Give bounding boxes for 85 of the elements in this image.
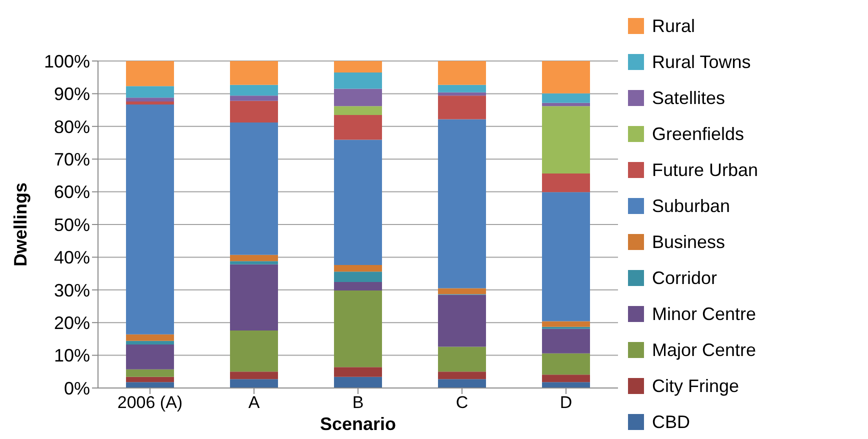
y-axis-title: Dwellings xyxy=(10,182,30,267)
bar xyxy=(230,254,278,262)
bar xyxy=(126,86,174,98)
bar xyxy=(438,92,486,96)
bar xyxy=(126,369,174,377)
legend-label: CBD xyxy=(652,412,690,432)
bar xyxy=(334,282,382,291)
bar xyxy=(438,346,486,372)
bar xyxy=(230,372,278,380)
bar xyxy=(334,61,382,72)
x-tick-label: 2006 (A) xyxy=(117,393,183,412)
bar xyxy=(334,272,382,282)
bar xyxy=(230,84,278,96)
bar xyxy=(334,140,382,266)
bar xyxy=(230,261,278,264)
legend-label: Rural Towns xyxy=(652,52,751,72)
x-tick-label: B xyxy=(352,393,364,412)
bar xyxy=(438,294,486,347)
legend-label: Major Centre xyxy=(652,340,756,360)
bar xyxy=(542,192,590,322)
bar xyxy=(334,72,382,89)
bar xyxy=(542,106,590,174)
bar xyxy=(126,61,174,86)
bar xyxy=(542,353,590,375)
bar xyxy=(542,321,590,327)
bar xyxy=(542,328,590,354)
x-tick-label: D xyxy=(560,393,572,412)
y-tick-label: 0% xyxy=(64,378,90,398)
bar xyxy=(334,290,382,368)
bar xyxy=(438,119,486,288)
bar xyxy=(230,264,278,330)
bar xyxy=(230,96,278,101)
y-tick-label: 40% xyxy=(54,248,90,268)
y-tick-label: 70% xyxy=(54,149,90,170)
bar xyxy=(230,122,278,255)
bar xyxy=(542,382,590,388)
y-tick-label: 80% xyxy=(54,116,90,137)
y-tick-label: 50% xyxy=(54,214,90,235)
bar xyxy=(230,379,278,388)
legend-label: Business xyxy=(652,232,726,252)
bar xyxy=(126,376,174,382)
legend-label: Suburban xyxy=(652,196,730,216)
bar xyxy=(126,344,174,370)
bar xyxy=(542,102,590,106)
bar xyxy=(438,288,486,294)
bar xyxy=(438,61,486,85)
legend-label: Satellites xyxy=(652,88,726,108)
legend-label: Greenfields xyxy=(652,124,744,144)
bar xyxy=(126,98,174,102)
bar xyxy=(334,88,382,106)
legend-label: Corridor xyxy=(652,268,718,288)
y-tick-label: 100% xyxy=(44,51,90,72)
bar xyxy=(230,100,278,122)
bar xyxy=(334,114,382,140)
bar xyxy=(334,265,382,272)
bar xyxy=(126,102,174,104)
bar xyxy=(438,96,486,120)
x-axis-title: Scenario xyxy=(320,414,396,434)
bar xyxy=(334,106,382,115)
y-tick-label: 10% xyxy=(54,346,90,366)
bar xyxy=(542,61,590,94)
bar xyxy=(126,104,174,334)
bar xyxy=(126,340,174,345)
x-tick-label: A xyxy=(248,393,260,412)
y-tick-label: 90% xyxy=(54,84,90,104)
bar xyxy=(438,84,486,92)
bar xyxy=(126,382,174,388)
y-tick-label: 20% xyxy=(54,312,90,333)
legend-label: Minor Centre xyxy=(652,304,756,324)
y-tick-label: 60% xyxy=(54,182,90,202)
y-tick-label: 30% xyxy=(54,280,90,300)
bar xyxy=(438,379,486,388)
legend-label: Rural xyxy=(652,16,696,36)
bar xyxy=(438,372,486,380)
x-tick-label: C xyxy=(456,393,468,412)
bar xyxy=(542,374,590,382)
bar xyxy=(334,367,382,377)
bar xyxy=(542,93,590,103)
legend-label: Future Urban xyxy=(652,160,758,180)
legend-label: City Fringe xyxy=(652,376,740,396)
bar xyxy=(230,61,278,85)
bar xyxy=(126,334,174,341)
bar xyxy=(230,330,278,372)
bar xyxy=(334,376,382,388)
bar xyxy=(542,173,590,192)
